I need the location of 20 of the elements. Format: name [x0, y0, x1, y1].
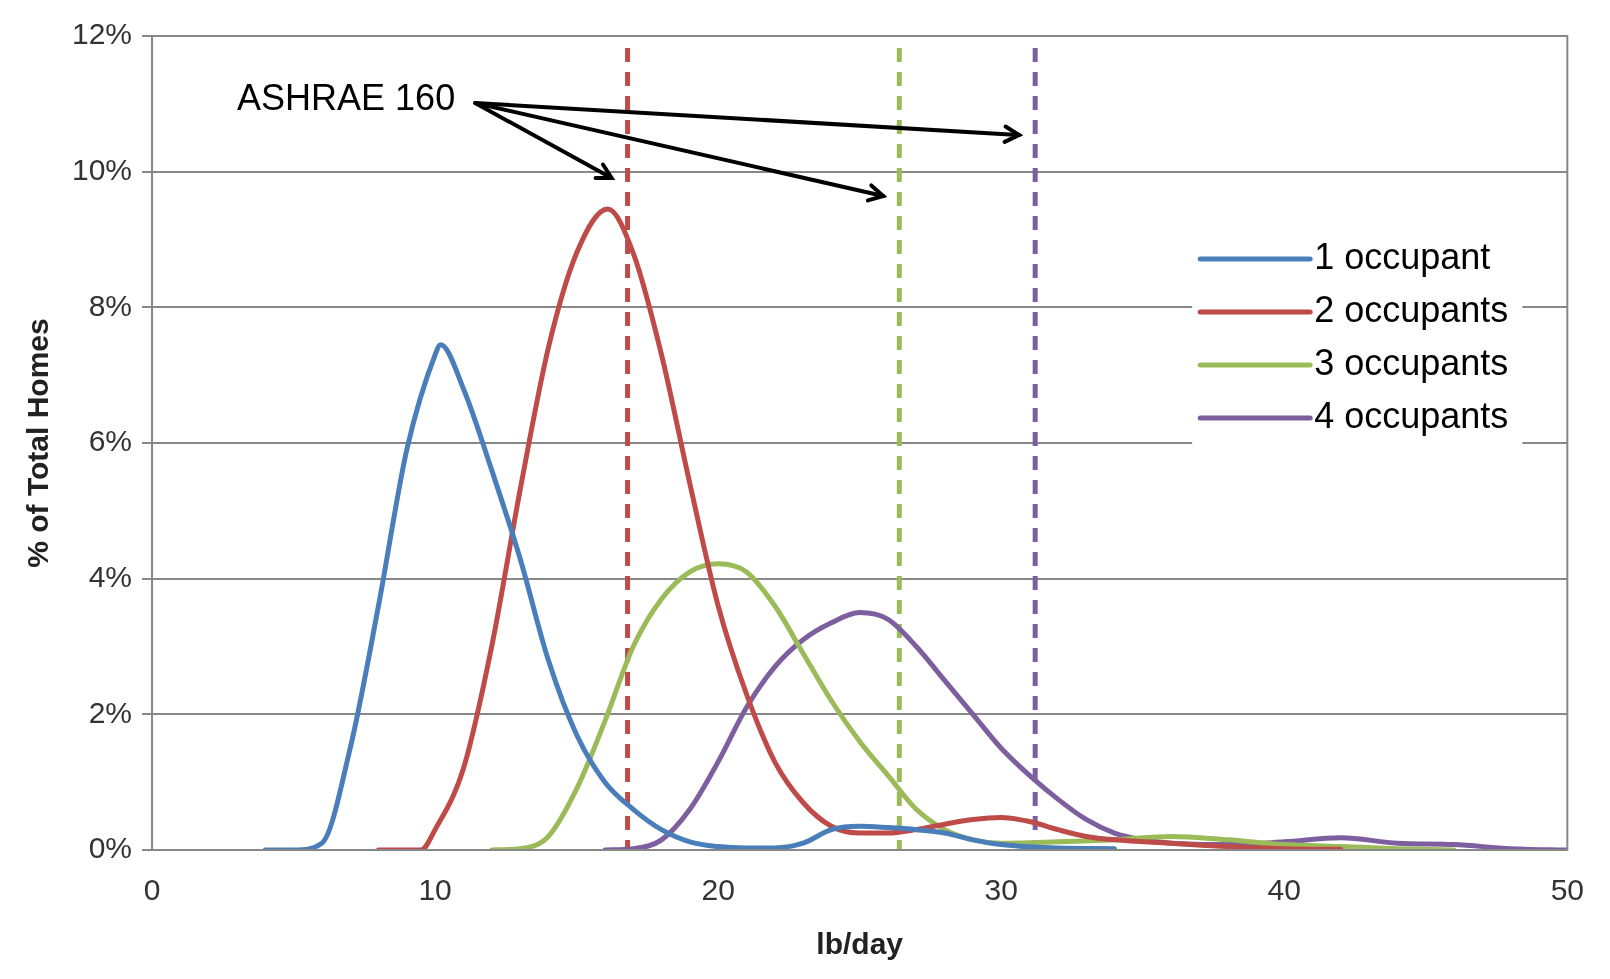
legend-label: 2 occupants — [1314, 288, 1509, 330]
annotation: ASHRAE 160 — [237, 76, 456, 118]
y-tick-label: 8% — [88, 288, 133, 322]
x-tick-label: 50 — [1550, 873, 1584, 907]
y-tick-label: 4% — [88, 559, 133, 593]
legend-label: 1 occupant — [1314, 235, 1491, 277]
x-tick-label: 20 — [701, 873, 735, 907]
x-axis-title: lb/day — [816, 927, 904, 961]
y-tick-label: 10% — [72, 152, 133, 186]
y-axis-title: % of Total Homes — [21, 318, 55, 568]
x-tick-label: 40 — [1267, 873, 1301, 907]
x-tick-label: 30 — [984, 873, 1018, 907]
legend-label: 3 occupants — [1314, 341, 1509, 383]
x-tick-label: 10 — [418, 873, 452, 907]
y-tick-label: 12% — [72, 17, 133, 51]
y-tick-label: 0% — [88, 831, 133, 865]
y-tick-label: 2% — [88, 695, 133, 729]
x-tick-label: 0 — [143, 873, 161, 907]
legend-label: 4 occupants — [1314, 394, 1509, 436]
y-tick-label: 6% — [88, 424, 133, 458]
